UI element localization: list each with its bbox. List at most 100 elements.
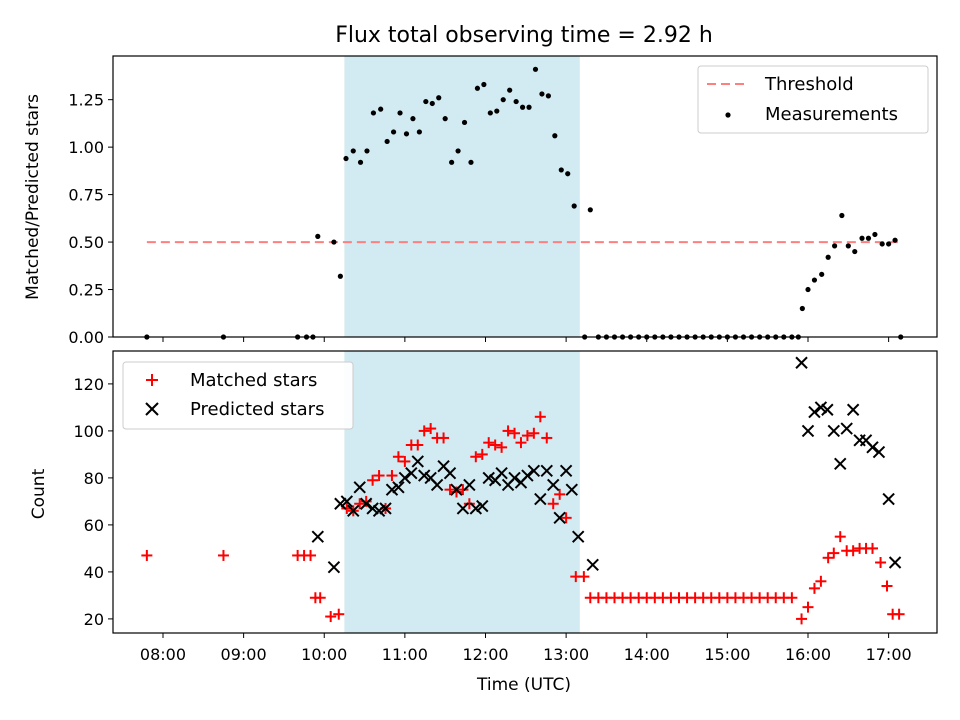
matched-star-point xyxy=(489,439,501,451)
measurement-point xyxy=(839,212,845,219)
matched-star-point xyxy=(502,425,514,437)
matched-star-point xyxy=(333,608,345,620)
predicted-star-point xyxy=(527,464,541,478)
matched-star-point xyxy=(217,549,229,561)
predicted-star-point xyxy=(385,483,399,496)
matched-star-point xyxy=(875,557,887,568)
matched-star-point xyxy=(476,448,488,460)
measurement-point xyxy=(357,159,364,165)
measurement-point xyxy=(852,248,858,255)
measurement-point xyxy=(545,93,551,99)
matched-star-point xyxy=(554,488,566,500)
measurement-point xyxy=(350,148,356,154)
y-tick-label: 20 xyxy=(84,610,104,629)
measurement-point xyxy=(552,133,558,139)
y-tick-label: 1.00 xyxy=(68,138,104,157)
y-tick-label: 60 xyxy=(84,516,104,535)
matched-star-point xyxy=(425,423,437,435)
bottom-legend: Matched stars Predicted stars xyxy=(122,361,354,430)
matched-star-point xyxy=(412,439,424,451)
measurement-point xyxy=(449,159,455,165)
measurement-point xyxy=(337,273,343,279)
bottom-x-ticks: 08:00 09:00 10:00 11:00 12:00 13:00 14:00 15:00… xyxy=(140,633,912,664)
bottom-y-ticks: 20 40 60 80 100 120 xyxy=(73,375,113,629)
matched-star-point xyxy=(399,455,411,467)
measurement-point xyxy=(461,119,468,126)
measurement-point xyxy=(539,91,545,97)
predicted-star-point xyxy=(827,424,841,438)
predicted-star-point xyxy=(482,471,495,485)
legend-measurements-label: Measurements xyxy=(765,104,898,125)
measurement-point xyxy=(872,231,878,238)
measurement-point xyxy=(811,277,818,283)
predicted-star-point xyxy=(379,502,392,515)
measurement-point xyxy=(865,235,872,241)
top-legend: Threshold Measurements xyxy=(697,65,929,134)
measurement-point xyxy=(436,95,442,101)
predicted-star-point xyxy=(443,466,457,480)
bottom-axes-frame xyxy=(112,350,938,634)
top-legend-box xyxy=(697,65,929,134)
predicted-star-point xyxy=(801,424,815,438)
matched-star-point xyxy=(418,425,430,437)
matched-star-point xyxy=(578,571,590,583)
legend-predicted-label: Predicted stars xyxy=(190,399,324,420)
predicted-star-point xyxy=(572,530,585,543)
measurement-point xyxy=(526,104,532,110)
matched-star-point xyxy=(521,430,533,442)
predicted-star-point xyxy=(840,422,853,435)
predicted-star-point xyxy=(565,483,578,496)
measurement-points xyxy=(144,66,904,340)
predicted-star-point xyxy=(540,464,553,478)
measurement-point xyxy=(507,87,513,93)
matched-star-point xyxy=(834,531,846,543)
top-y-axis-label: Matched/Predicted stars xyxy=(23,94,43,300)
measurement-point xyxy=(343,155,349,162)
y-tick-label: 100 xyxy=(73,422,104,441)
measurement-point xyxy=(571,203,577,209)
measurement-point xyxy=(416,129,422,135)
matched-star-point xyxy=(354,498,366,510)
matched-star-point xyxy=(496,441,508,453)
predicted-star-point xyxy=(411,455,424,468)
matched-star-point xyxy=(373,470,385,482)
matched-star-point xyxy=(444,484,456,496)
measurement-point xyxy=(410,116,416,122)
measurement-point xyxy=(442,116,448,122)
predicted-star-point xyxy=(327,560,341,574)
measurement-point xyxy=(423,98,429,105)
x-tick-label: 12:00 xyxy=(462,645,508,664)
legend-measurements-swatch xyxy=(725,112,731,118)
measurement-point xyxy=(370,110,377,116)
matched-star-point xyxy=(822,552,834,564)
predicted-star-point xyxy=(476,499,489,513)
y-tick-label: 0.00 xyxy=(68,328,104,347)
predicted-star-point xyxy=(430,478,444,492)
matched-star-point xyxy=(786,592,798,604)
predicted-star-point xyxy=(534,492,547,506)
predicted-star-point xyxy=(872,445,886,459)
x-tick-label: 14:00 xyxy=(624,645,670,664)
matched-star-point xyxy=(534,411,546,423)
measurement-point xyxy=(819,271,825,277)
measurement-point xyxy=(587,207,593,213)
y-tick-label: 1.25 xyxy=(68,91,104,110)
x-tick-label: 17:00 xyxy=(866,645,912,664)
matched-star-point xyxy=(463,498,475,510)
legend-matched-label: Matched stars xyxy=(190,370,317,391)
predicted-star-point xyxy=(311,530,324,543)
predicted-star-point xyxy=(372,504,386,518)
matched-star-point xyxy=(541,432,553,444)
predicted-star-point xyxy=(340,495,354,508)
measurement-point xyxy=(825,254,831,260)
matched-star-point xyxy=(881,580,893,592)
measurement-point xyxy=(364,148,370,154)
predicted-star-point xyxy=(508,471,521,485)
matched-star-point xyxy=(560,512,572,524)
measurement-point xyxy=(481,81,487,88)
matched-star-point xyxy=(438,432,450,444)
measurement-point xyxy=(403,131,410,137)
matched-star-point xyxy=(392,451,404,463)
predicted-star-point xyxy=(814,401,828,414)
predicted-star-point xyxy=(463,478,476,492)
